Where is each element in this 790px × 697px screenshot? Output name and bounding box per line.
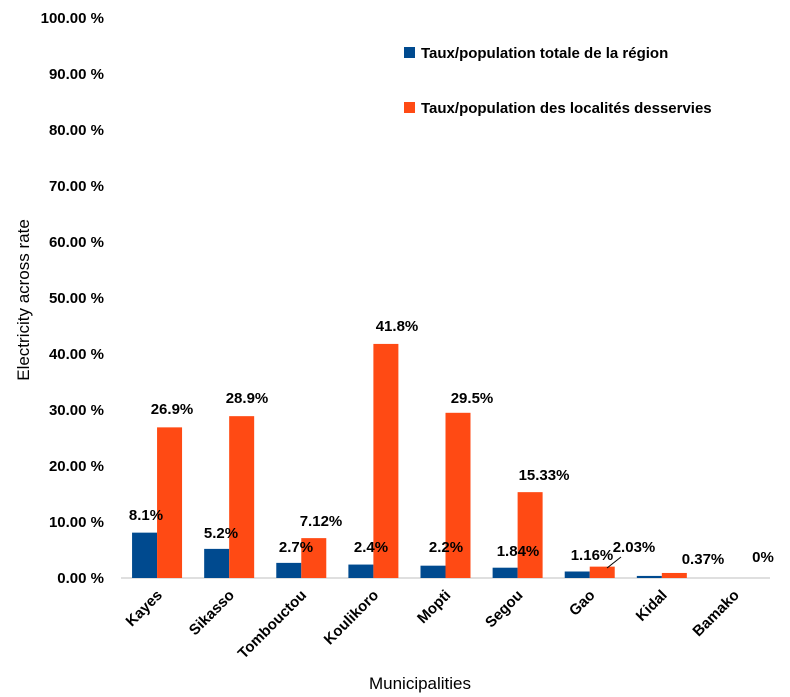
data-label: 41.8%	[376, 318, 419, 335]
bar-series-2-tombouctou	[301, 538, 327, 578]
gao-label-leader-line	[606, 556, 622, 569]
data-label: 2.7%	[279, 539, 313, 556]
data-label: 15.33%	[519, 467, 570, 484]
bar-series-1-tombouctou	[276, 562, 302, 578]
bar-series-2-kidal	[661, 572, 687, 578]
y-tick-label: 10.00 %	[49, 514, 104, 531]
y-tick-label: 70.00 %	[49, 178, 104, 195]
y-tick-label: 50.00 %	[49, 290, 104, 307]
data-label: 0%	[752, 549, 774, 566]
legend-label-series-2: Taux/population des localités desservies	[421, 100, 712, 117]
bar-series-1-mopti	[420, 565, 446, 578]
data-label: 26.9%	[151, 401, 194, 418]
y-tick-label: 20.00 %	[49, 458, 104, 475]
data-label: 8.1%	[129, 507, 163, 524]
data-label: 2.03%	[613, 539, 656, 556]
y-tick-label: 40.00 %	[49, 346, 104, 363]
bar-series-2-mopti	[445, 412, 471, 578]
data-label: 2.4%	[354, 539, 388, 556]
x-tick-label: Gao	[566, 587, 599, 620]
x-tick-label: Segou	[482, 587, 526, 631]
bar-series-2-gao	[589, 566, 615, 578]
y-axis-ticks: 0.00 % 10.00 % 20.00 % 30.00 % 40.00 % 50.00 …	[41, 10, 104, 587]
bars	[132, 343, 687, 578]
data-label: 5.2%	[204, 525, 238, 542]
y-tick-label: 0.00 %	[57, 570, 104, 587]
y-tick-label: 30.00 %	[49, 402, 104, 419]
bar-series-1-sikasso	[204, 548, 230, 578]
data-label: 2.2%	[429, 539, 463, 556]
bar-series-2-koulikoro	[373, 343, 399, 578]
data-labels: 8.1% 5.2% 2.7% 2.4% 2.2% 1.84% 1.16% 26.9% 28.9%…	[129, 318, 774, 569]
data-label: 7.12%	[300, 513, 343, 530]
x-tick-label: Kidal	[633, 587, 671, 625]
data-label: 0.37%	[682, 551, 725, 568]
x-tick-label: Tombouctou	[235, 587, 310, 662]
y-tick-label: 80.00 %	[49, 122, 104, 139]
bar-series-1-kayes	[132, 532, 158, 578]
y-axis-title: Electricity across rate	[14, 219, 33, 381]
y-tick-label: 90.00 %	[49, 66, 104, 83]
bar-series-1-koulikoro	[348, 564, 374, 578]
x-tick-label: Koulikoro	[321, 587, 383, 649]
bar-series-1-gao	[564, 571, 590, 578]
legend-swatch-series-1	[404, 47, 415, 58]
legend-label-series-1: Taux/population totale de la région	[421, 45, 668, 62]
data-label: 28.9%	[226, 390, 269, 407]
x-tick-label: Kayes	[123, 587, 166, 630]
data-label: 1.84%	[497, 543, 540, 560]
y-tick-label: 100.00 %	[41, 10, 104, 27]
bar-series-2-sikasso	[229, 416, 255, 578]
x-tick-label: Sikasso	[186, 587, 238, 639]
bar-series-1-kidal	[636, 575, 662, 578]
data-label: 29.5%	[451, 390, 494, 407]
legend: Taux/population totale de la région Taux…	[404, 45, 712, 117]
bar-series-2-segou	[517, 492, 543, 578]
legend-swatch-series-2	[404, 102, 415, 113]
x-axis-title: Municipalities	[369, 674, 471, 693]
y-tick-label: 60.00 %	[49, 234, 104, 251]
data-label: 1.16%	[571, 547, 614, 564]
x-tick-label: Mopti	[414, 587, 454, 627]
bar-series-1-segou	[492, 567, 518, 578]
bar-series-2-kayes	[157, 427, 183, 578]
x-tick-label: Bamako	[689, 587, 742, 640]
